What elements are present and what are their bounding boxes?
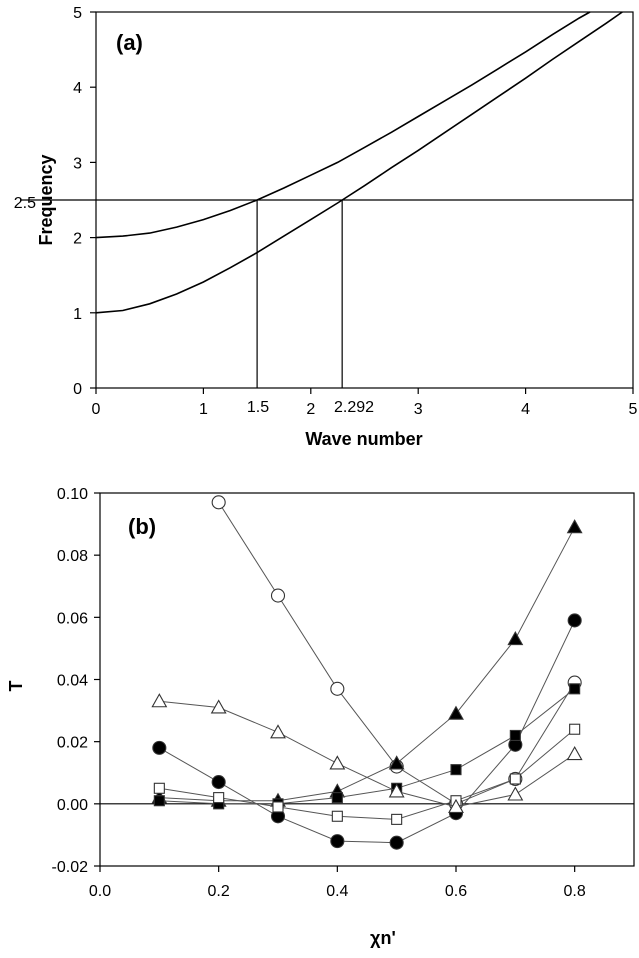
plot-b-point-filled-square — [509, 729, 521, 742]
plot-b-point-filled-circle — [567, 613, 582, 628]
plot-b-point-open-square — [153, 782, 165, 794]
plot-b-panel-label: (b) — [128, 514, 156, 539]
plot-b-y-tick-label: 0.02 — [57, 735, 88, 752]
plot-b-series-open-square — [153, 723, 581, 825]
plot-a-y-tick-label: 3 — [73, 155, 82, 172]
plot-a-x-ticks: 0 1 2 3 4 5 — [92, 388, 638, 418]
plot-a-reference-lines — [20, 199, 633, 388]
plot-b-series-line — [159, 526, 576, 802]
plot-a-curve-2 — [95, 11, 623, 314]
plot-a-y-tick-label: 4 — [73, 80, 82, 97]
plot-b-point-filled-triangle — [388, 755, 405, 770]
plot-b-point-filled-triangle — [566, 519, 583, 534]
plot-a-x-tick-label: 0 — [92, 401, 101, 418]
plot-a-y-tick-label: 2 — [73, 231, 82, 248]
plot-b-point-open-triangle — [210, 699, 227, 714]
plot-b-point-open-circle — [270, 588, 286, 603]
plot-b-point-open-triangle — [270, 724, 286, 739]
plot-a-x-tick-label: 3 — [414, 401, 423, 418]
plot-b-x-ticks: 0.0 0.2 0.4 0.6 0.8 — [89, 866, 586, 900]
plot-b-point-open-triangle — [388, 783, 405, 798]
plot-a-y-tick-label: 5 — [73, 5, 82, 22]
plot-b-point-filled-square — [153, 795, 165, 807]
plot-b-series-line — [159, 620, 576, 844]
plot-b-series-filled-triangle — [151, 519, 583, 807]
plot-b-point-open-square — [272, 801, 284, 813]
plot-a-x-tick-label: 4 — [521, 401, 530, 418]
plot-b-point-open-triangle — [448, 798, 464, 813]
plot-b-point-open-circle — [211, 495, 226, 510]
plot-b-point-filled-square — [450, 764, 462, 776]
plot-b-y-tick-label: 0.04 — [57, 673, 88, 690]
plot-b-point-filled-square — [331, 792, 343, 804]
plot-b-x-tick-label: 0.8 — [564, 883, 586, 900]
plot-a-y-tick-label: 1 — [73, 306, 82, 323]
plot-a-curves — [95, 11, 623, 314]
plot-a-x-marker-label-1: 1.5 — [247, 399, 269, 416]
plot-b-series-filled-circle — [152, 613, 582, 850]
plot-b-y-tick-label: 0.10 — [57, 486, 88, 503]
plot-b-y-tick-label: 0.08 — [57, 548, 88, 565]
plot-a-x-marker-label-2: 2.292 — [334, 399, 374, 416]
plot-b-point-open-triangle — [329, 755, 346, 770]
plot-b-point-filled-triangle — [448, 705, 464, 720]
plot-b-y-tick-label: 0.00 — [57, 797, 88, 814]
plot-b-point-filled-circle — [389, 835, 404, 850]
plot-b-point-open-triangle — [566, 745, 583, 761]
plot-b-point-open-triangle — [507, 786, 524, 801]
plot-b-x-tick-label: 0.4 — [326, 883, 348, 900]
plot-b-y-tick-label: 0.06 — [57, 610, 88, 627]
plot-b-x-axis-label: χn' — [370, 928, 396, 948]
plot-b-point-open-square — [391, 813, 403, 825]
plot-a-curve-1 — [95, 11, 591, 239]
plot-a-panel-label: (a) — [116, 30, 143, 55]
plot-b-point-open-square — [213, 792, 225, 804]
plot-b-y-tick-label: -0.02 — [52, 859, 89, 876]
plot-b-series-line — [159, 688, 576, 805]
plot-a-y-marker-label: 2.5 — [14, 195, 36, 212]
plot-b-y-ticks: -0.02 0.00 0.02 0.04 0.06 0.08 0.10 — [52, 486, 100, 876]
plot-b-point-open-square — [509, 773, 521, 785]
plot-a-y-ticks: 0 1 2 3 4 5 — [73, 5, 96, 398]
plot-b-series — [151, 495, 583, 850]
plot-a-x-tick-label: 5 — [629, 401, 638, 418]
plot-b-point-open-square — [569, 723, 581, 735]
plot-b-point-open-circle — [330, 681, 345, 696]
plot-b-point-open-square — [331, 810, 343, 822]
plot-b-point-filled-circle — [152, 740, 167, 755]
plot-a-x-axis-label: Wave number — [305, 429, 422, 449]
plot-a-x-tick-label: 2 — [306, 401, 315, 418]
plot-b-series-line — [159, 728, 576, 820]
plot-b-x-tick-label: 0.6 — [445, 883, 467, 900]
plot-b-point-filled-circle — [330, 834, 345, 849]
plot-b-point-open-triangle — [151, 693, 168, 708]
plot-b-y-axis-label: T — [6, 681, 26, 692]
plot-b-point-filled-circle — [211, 775, 226, 790]
plot-a-y-tick-label: 0 — [73, 381, 82, 398]
plot-b-x-tick-label: 0.0 — [89, 883, 111, 900]
plot-a-y-axis-label: Frequency — [36, 154, 56, 245]
plot-b-x-tick-label: 0.2 — [208, 883, 230, 900]
plot-b-series-line — [159, 700, 575, 808]
plot-a-x-tick-label: 1 — [199, 401, 208, 418]
plot-b-point-filled-square — [569, 683, 581, 695]
plot-b-series-open-triangle — [151, 693, 583, 813]
plot-b-point-filled-triangle — [507, 630, 524, 646]
plot-b-frame — [99, 492, 635, 867]
